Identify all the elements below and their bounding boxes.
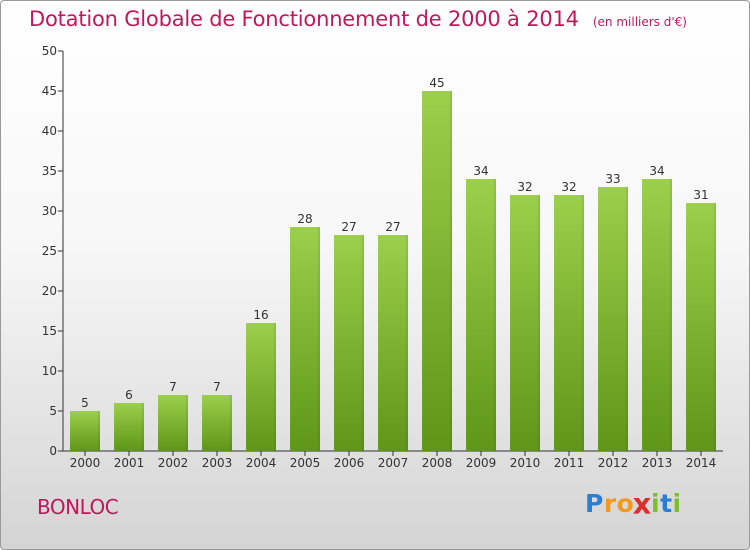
x-tick-label-2000: 2000: [70, 456, 101, 470]
title-row: Dotation Globale de Fonctionnement de 20…: [29, 7, 687, 31]
y-tick-label: 40: [42, 124, 57, 138]
x-tick-label-2009: 2009: [466, 456, 497, 470]
y-tick-label: 45: [42, 84, 57, 98]
bar-2006: [334, 235, 364, 451]
x-tick-label-2003: 2003: [202, 456, 233, 470]
data-label-2003: 7: [213, 380, 221, 394]
data-label-2001: 6: [125, 388, 133, 402]
commune-name: BONLOC: [37, 495, 119, 519]
bar-2000: [70, 411, 100, 451]
bar-2003: [202, 395, 232, 451]
bar-2014: [686, 203, 716, 451]
data-labels: 5 6 7 7 16 28 27 27 45 34 32 32 33 34 31: [81, 76, 708, 410]
bar-edge-2000: [97, 411, 100, 451]
y-tick-label: 0: [49, 444, 57, 458]
bar-2001: [114, 403, 144, 451]
bar-edge-2010: [537, 195, 540, 451]
bar-edge-2002: [185, 395, 188, 451]
data-label-2007: 27: [385, 220, 400, 234]
y-tick-label: 15: [42, 324, 57, 338]
y-tick-label: 30: [42, 204, 57, 218]
chart-title: Dotation Globale de Fonctionnement de 20…: [29, 7, 579, 31]
bar-2007: [378, 235, 408, 451]
bar-2010: [510, 195, 540, 451]
data-label-2006: 27: [341, 220, 356, 234]
bar-2011: [554, 195, 584, 451]
bar-edge-2008: [449, 91, 452, 451]
data-label-2009: 34: [473, 164, 488, 178]
y-tick-label: 20: [42, 284, 57, 298]
x-tick-label-2011: 2011: [554, 456, 585, 470]
x-tick-label-2002: 2002: [158, 456, 189, 470]
data-label-2012: 33: [605, 172, 620, 186]
x-tick-label-2001: 2001: [114, 456, 145, 470]
data-label-2011: 32: [561, 180, 576, 194]
y-tick-label: 35: [42, 164, 57, 178]
data-label-2000: 5: [81, 396, 89, 410]
chart-unit-label: (en milliers d'€): [592, 15, 687, 29]
data-label-2008: 45: [429, 76, 444, 90]
x-tick-label-2007: 2007: [378, 456, 409, 470]
logo-letter: r: [603, 489, 617, 518]
bar-edge-2013: [669, 179, 672, 451]
bar-2013: [642, 179, 672, 451]
bar-edge-2007: [405, 235, 408, 451]
logo-letter: t: [660, 489, 673, 518]
data-label-2005: 28: [297, 212, 312, 226]
bar-edge-2012: [625, 187, 628, 451]
y-tick-label: 10: [42, 364, 57, 378]
bar-2004: [246, 323, 276, 451]
bar-edge-2006: [361, 235, 364, 451]
logo-letter: i: [651, 489, 661, 518]
bar-2012: [598, 187, 628, 451]
bar-2008: [422, 91, 452, 451]
x-tick-label-2004: 2004: [246, 456, 277, 470]
logo-letter: P: [585, 489, 604, 518]
x-tick-label-2006: 2006: [334, 456, 365, 470]
x-tick-label-2013: 2013: [642, 456, 673, 470]
bar-edge-2003: [229, 395, 232, 451]
y-tick-label: 5: [49, 404, 57, 418]
logo-letter: i: [672, 489, 682, 518]
data-label-2010: 32: [517, 180, 532, 194]
data-label-2013: 34: [649, 164, 664, 178]
bar-edge-2009: [493, 179, 496, 451]
x-tick-label-2008: 2008: [422, 456, 453, 470]
proxiti-logo: Proxiti: [585, 486, 682, 521]
bar-edge-2004: [273, 323, 276, 451]
y-tick-label: 50: [42, 44, 57, 58]
bar-2005: [290, 227, 320, 451]
data-label-2004: 16: [253, 308, 268, 322]
data-label-2014: 31: [693, 188, 708, 202]
x-tick-label-2005: 2005: [290, 456, 321, 470]
x-tick-label-2014: 2014: [686, 456, 717, 470]
data-label-2002: 7: [169, 380, 177, 394]
bars: [70, 91, 716, 451]
logo-letter: x: [633, 486, 653, 521]
y-tick-label: 25: [42, 244, 57, 258]
x-tick-label-2010: 2010: [510, 456, 541, 470]
bar-edge-2001: [141, 403, 144, 451]
x-axis: 2000 2001 2002 2003 2004 2005 2006 2007 2008 2009…: [63, 450, 723, 470]
bar-2009: [466, 179, 496, 451]
bar-edge-2005: [317, 227, 320, 451]
bar-edge-2014: [713, 203, 716, 451]
logo-letter: o: [616, 489, 635, 518]
x-tick-label-2012: 2012: [598, 456, 629, 470]
y-axis: 0 5 10 15 20 25 30 35 40 45 50: [42, 44, 64, 458]
bar-edge-2011: [581, 195, 584, 451]
bar-2002: [158, 395, 188, 451]
